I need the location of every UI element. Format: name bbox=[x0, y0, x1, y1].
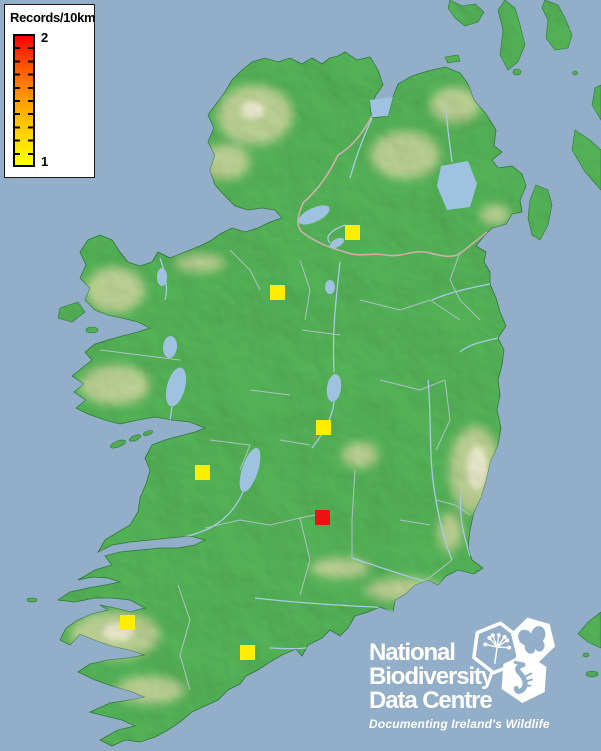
nbdc-logo-icons bbox=[472, 617, 556, 703]
grid-square-marker[interactable] bbox=[344, 224, 360, 240]
ni-border bbox=[297, 115, 488, 258]
logo-line-3: Data Centre bbox=[369, 687, 493, 714]
grid-square-marker[interactable] bbox=[314, 509, 330, 525]
logo-line-1: National bbox=[369, 639, 456, 666]
logo-tagline: Documenting Ireland's Wildlife bbox=[369, 717, 550, 731]
legend-min-value: 1 bbox=[41, 154, 49, 169]
scotland-fragments bbox=[447, 0, 601, 241]
legend-max-value: 2 bbox=[41, 30, 49, 45]
nbdc-logo: National Biodiversity Data Centre Docume… bbox=[369, 639, 550, 732]
lough-foyle bbox=[370, 97, 393, 117]
offshore-islands bbox=[26, 54, 461, 603]
logo-line-2: Biodiversity bbox=[369, 663, 494, 690]
grid-square-marker[interactable] bbox=[239, 644, 255, 660]
butterfly-icon bbox=[510, 617, 556, 663]
legend-ticks-left bbox=[15, 36, 20, 165]
grid-square-marker[interactable] bbox=[315, 419, 331, 435]
lough-neagh bbox=[437, 161, 477, 210]
lakes bbox=[157, 97, 477, 493]
legend-title: Records/10km bbox=[10, 10, 96, 25]
wales-fragment bbox=[577, 611, 601, 678]
legend-ticks-right bbox=[28, 36, 33, 165]
grid-square-marker[interactable] bbox=[269, 284, 285, 300]
legend-panel: Records/10km 2 1 bbox=[4, 4, 96, 178]
legend-gradient-bar bbox=[13, 34, 35, 167]
grid-square-marker[interactable] bbox=[119, 614, 135, 630]
grid-square-marker[interactable] bbox=[194, 464, 210, 480]
seahorse-icon bbox=[501, 653, 547, 703]
